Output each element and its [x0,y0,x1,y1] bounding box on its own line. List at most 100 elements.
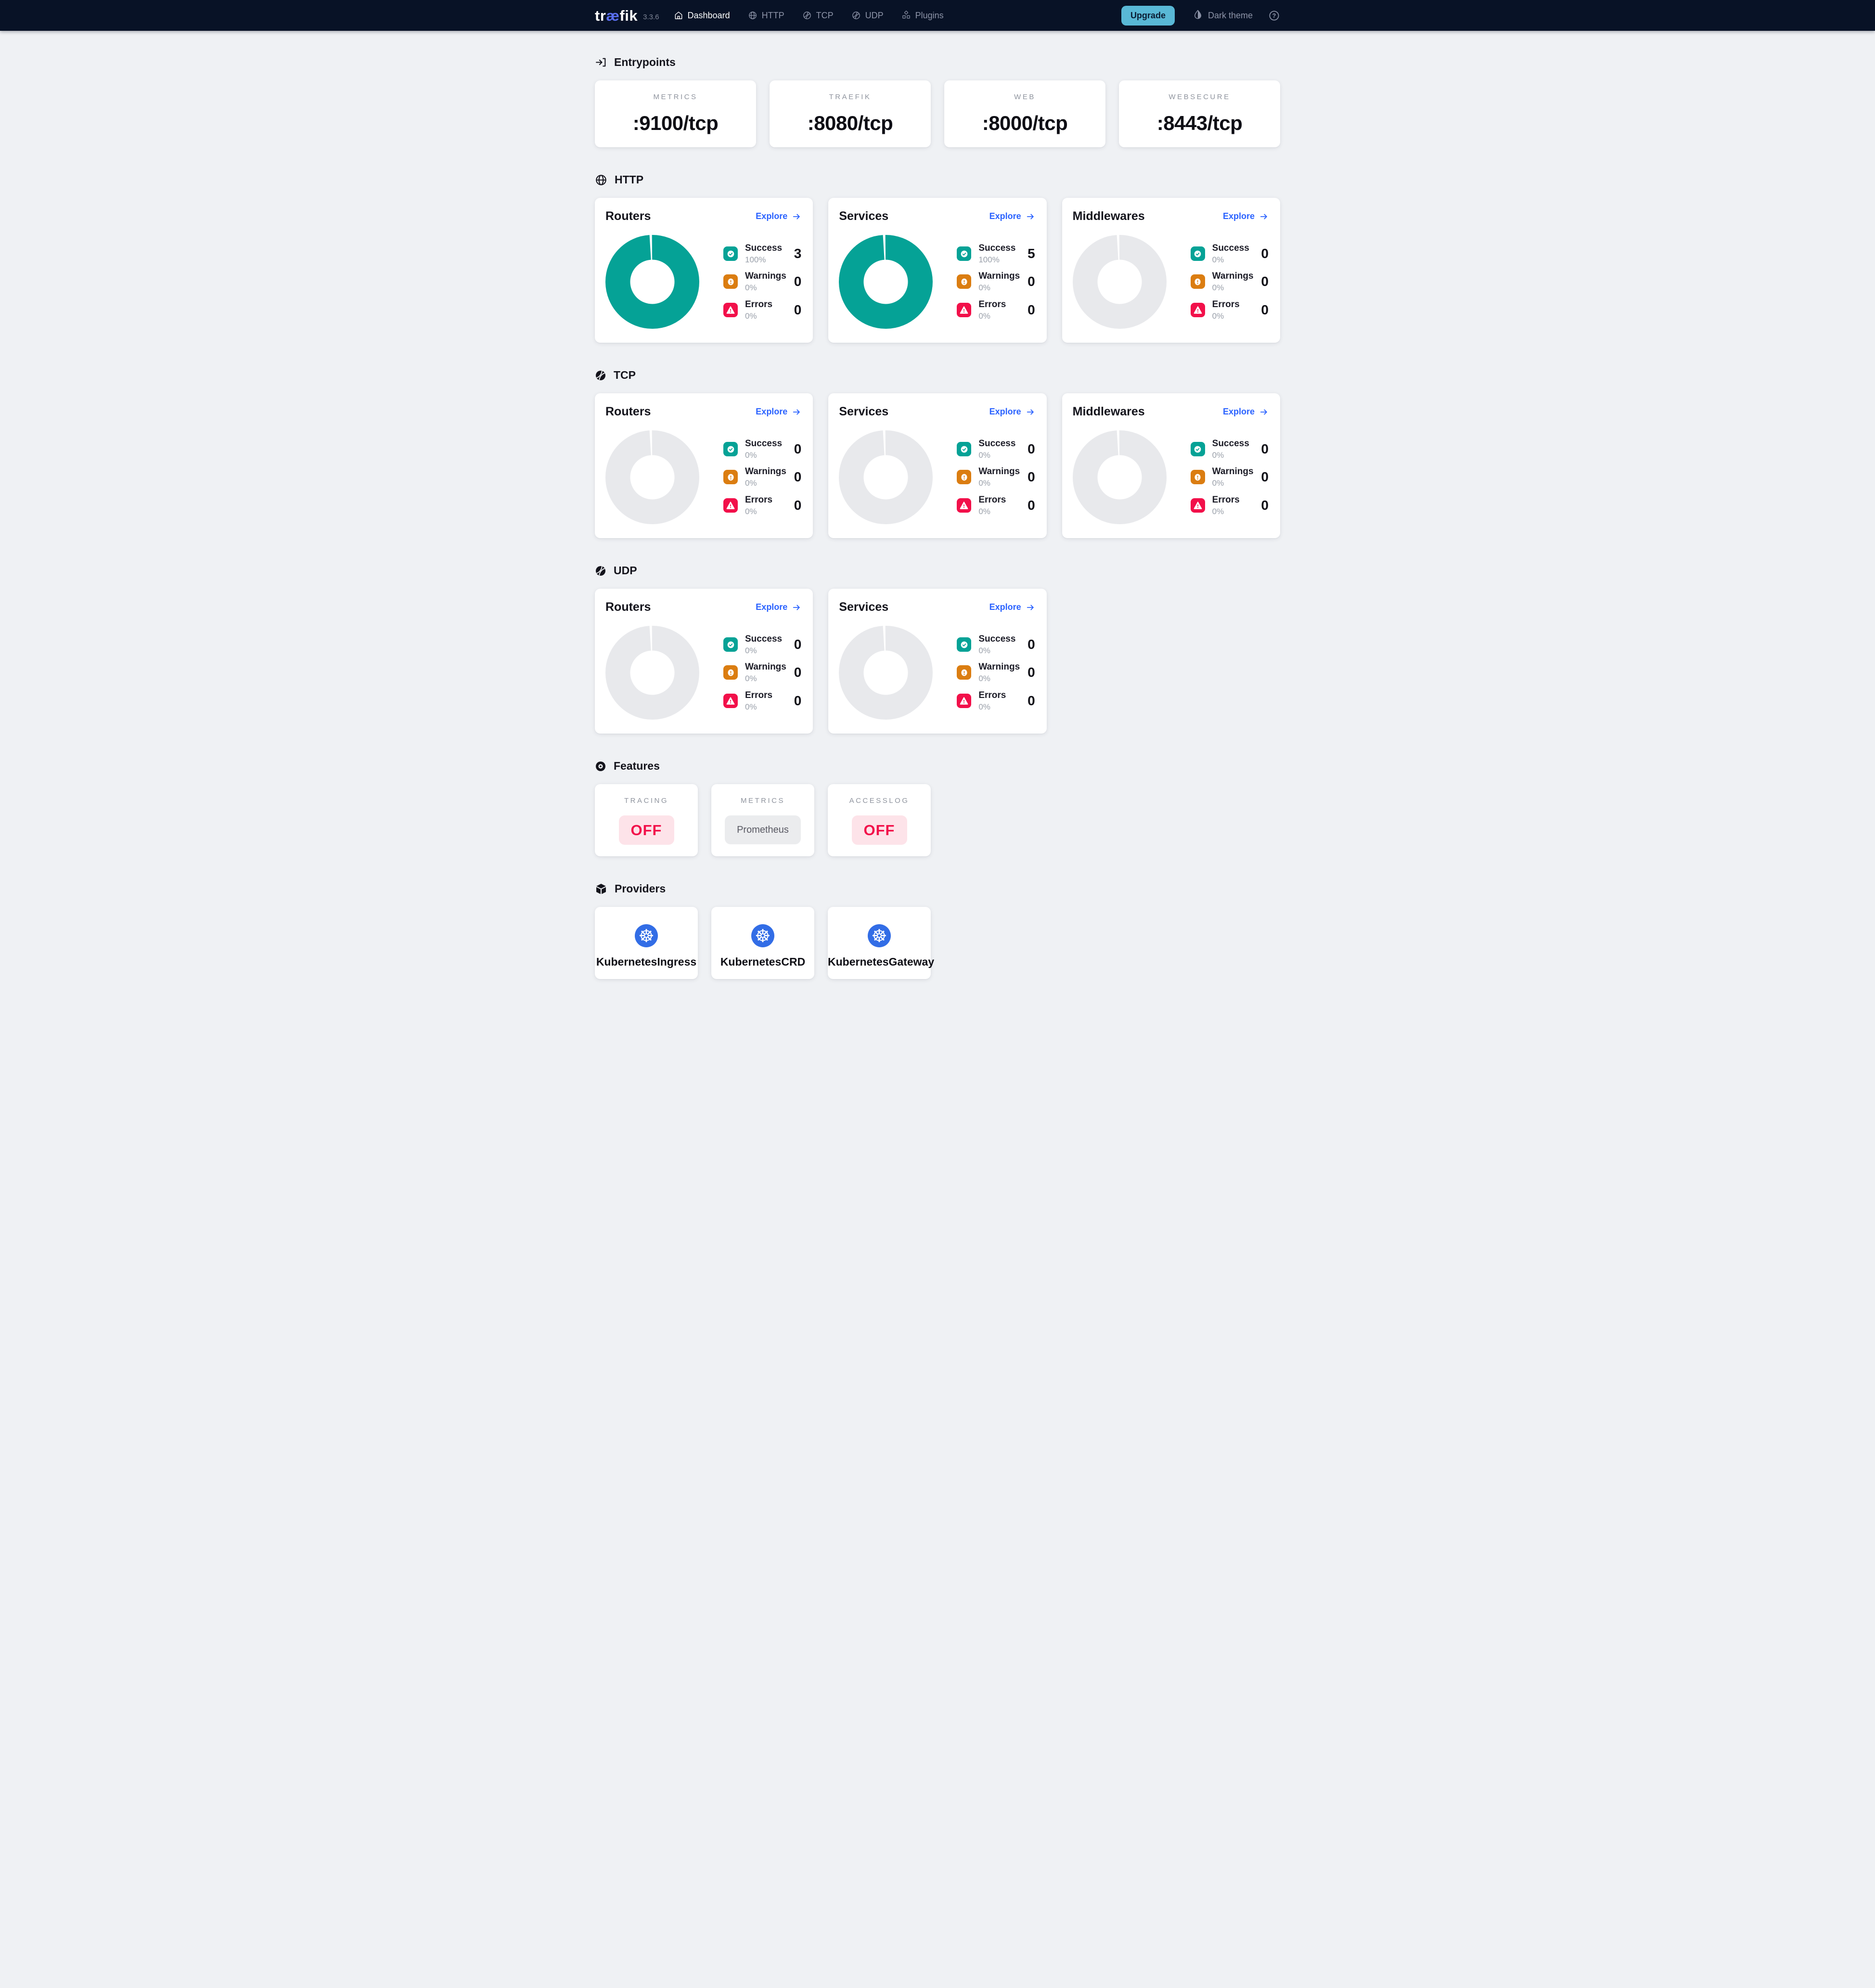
udp-routers-card: Routers Explore Success 0% 0 Warnings 0% 0 Error… [595,589,813,734]
section-title-tcp: TCP [595,369,1280,382]
ball-icon [851,11,861,20]
legend-count: 0 [1261,441,1269,457]
feature-name: ACCESSLOG [849,797,910,805]
tcp-services-card: Services Explore Success 0% 0 Warnings 0% 0 Erro… [828,393,1047,538]
entrypoint-card-traefik: TRAEFIK:8080/tcp [770,80,931,147]
legend-row-warning: Warnings 0% 0 [1190,466,1269,488]
legend-percentage: 100% [745,255,766,264]
error-triangle-icon [957,302,972,317]
navbar: træfik 3.3.6 Dashboard HTTP TCP UDP Plugins … [0,0,1875,31]
warning-exclamation-icon [1190,470,1205,485]
nav-item-udp[interactable]: UDP [851,11,884,21]
explore-link-tcp-middlewares[interactable]: Explore [1223,407,1269,417]
error-triangle-icon [957,498,972,513]
kubernetes-icon: ☸ [635,924,658,947]
theme-toggle[interactable]: Dark theme [1193,9,1253,22]
explore-label: Explore [989,407,1021,416]
globe-icon [595,174,607,186]
legend-percentage: 0% [978,311,990,321]
login-icon [595,56,607,68]
donut-chart [839,235,933,329]
success-check-icon [723,637,738,652]
entrypoint-card-websecure: WEBSECURE:8443/tcp [1119,80,1280,147]
error-triangle-icon [1190,302,1205,317]
section-title-text: UDP [614,564,637,577]
legend-row-warning: Warnings 0% 0 [723,271,801,292]
legend-percentage: 0% [1212,478,1224,488]
explore-link-tcp-services[interactable]: Explore [989,407,1035,417]
kubernetes-icon: ☸ [751,924,774,947]
nav-item-dashboard[interactable]: Dashboard [674,11,730,21]
legend-count: 0 [1027,497,1035,513]
legend-count: 3 [794,246,802,261]
entrypoint-name: METRICS [653,93,698,101]
donut-chart [605,430,699,524]
warning-exclamation-icon [723,274,738,289]
legend-label: Success [978,243,1016,253]
legend-label: Success [1212,243,1249,253]
stat-card-title: Routers [605,405,651,418]
legend-row-warning: Warnings 0% 0 [957,271,1035,292]
legend-label: Errors [1212,494,1240,505]
stat-legend: Success 0% 0 Warnings 0% 0 Errors 0% 0 [1190,438,1269,516]
legend-percentage: 0% [745,674,757,684]
legend-percentage: 0% [745,283,757,293]
legend-row-warning: Warnings 0% 0 [957,662,1035,683]
legend-label: Success [978,438,1016,449]
success-check-icon [1190,246,1205,261]
entrypoint-port: :9100/tcp [632,112,719,134]
explore-link-http-services[interactable]: Explore [989,211,1035,221]
legend-percentage: 0% [1212,506,1224,516]
explore-link-udp-services[interactable]: Explore [989,602,1035,612]
providers-section: Providers ☸ KubernetesIngress ☸ KubernetesCR… [595,882,1280,979]
upgrade-button[interactable]: Upgrade [1121,5,1175,26]
error-triangle-icon [1190,498,1205,513]
arrow-right-icon [1026,603,1035,612]
legend-label: Warnings [978,662,1020,672]
legend-percentage: 0% [1212,311,1224,321]
plugins-icon [901,11,911,20]
warning-exclamation-icon [723,470,738,485]
entrypoint-port: :8443/tcp [1156,112,1243,134]
legend-count: 0 [1261,302,1269,317]
explore-link-tcp-routers[interactable]: Explore [756,407,801,417]
entrypoint-name: TRAEFIK [829,93,872,101]
nav-item-plugins[interactable]: Plugins [901,11,944,21]
explore-link-udp-routers[interactable]: Explore [756,602,801,612]
help-icon[interactable]: ? [1268,10,1280,22]
stat-legend: Success 0% 0 Warnings 0% 0 Errors 0% 0 [723,439,801,516]
stat-legend: Success 0% 0 Warnings 0% 0 Errors 0% 0 [957,634,1035,711]
success-check-icon [957,637,972,652]
explore-label: Explore [756,211,788,221]
traefik-logo[interactable]: træfik [595,8,638,23]
legend-label: Success [1212,438,1249,449]
http-routers-card: Routers Explore Success 100% 3 Warnings 0% 0 Err… [595,198,813,343]
explore-link-http-middlewares[interactable]: Explore [1223,211,1269,221]
legend-count: 0 [794,693,802,708]
stat-legend: Success 0% 0 Warnings 0% 0 Errors 0% 0 [1190,243,1269,321]
section-title-text: Providers [615,882,666,895]
nav-item-label: TCP [816,10,834,20]
legend-label: Warnings [978,271,1020,282]
section-title-text: TCP [614,369,636,381]
arrow-right-icon [792,603,801,612]
stat-card-title: Services [839,600,889,614]
legend-count: 0 [794,441,802,457]
feature-name: METRICS [741,797,785,805]
http-section: HTTP Routers Explore Success 100% 3 Warnings 0%… [595,173,1280,343]
section-title-text: HTTP [615,173,644,186]
svg-text:?: ? [1272,12,1276,19]
explore-link-http-routers[interactable]: Explore [756,211,801,221]
legend-label: Errors [745,299,773,310]
success-check-icon [723,442,738,457]
legend-count: 0 [794,302,802,317]
legend-label: Warnings [745,466,786,477]
nav-item-tcp[interactable]: TCP [802,11,834,21]
nav-item-http[interactable]: HTTP [748,11,784,21]
explore-label: Explore [756,407,788,416]
legend-percentage: 0% [745,450,757,460]
logo-text: tr [595,7,606,24]
legend-row-error: Errors 0% 0 [723,690,801,711]
legend-percentage: 0% [978,478,990,488]
legend-row-error: Errors 0% 0 [957,299,1035,321]
